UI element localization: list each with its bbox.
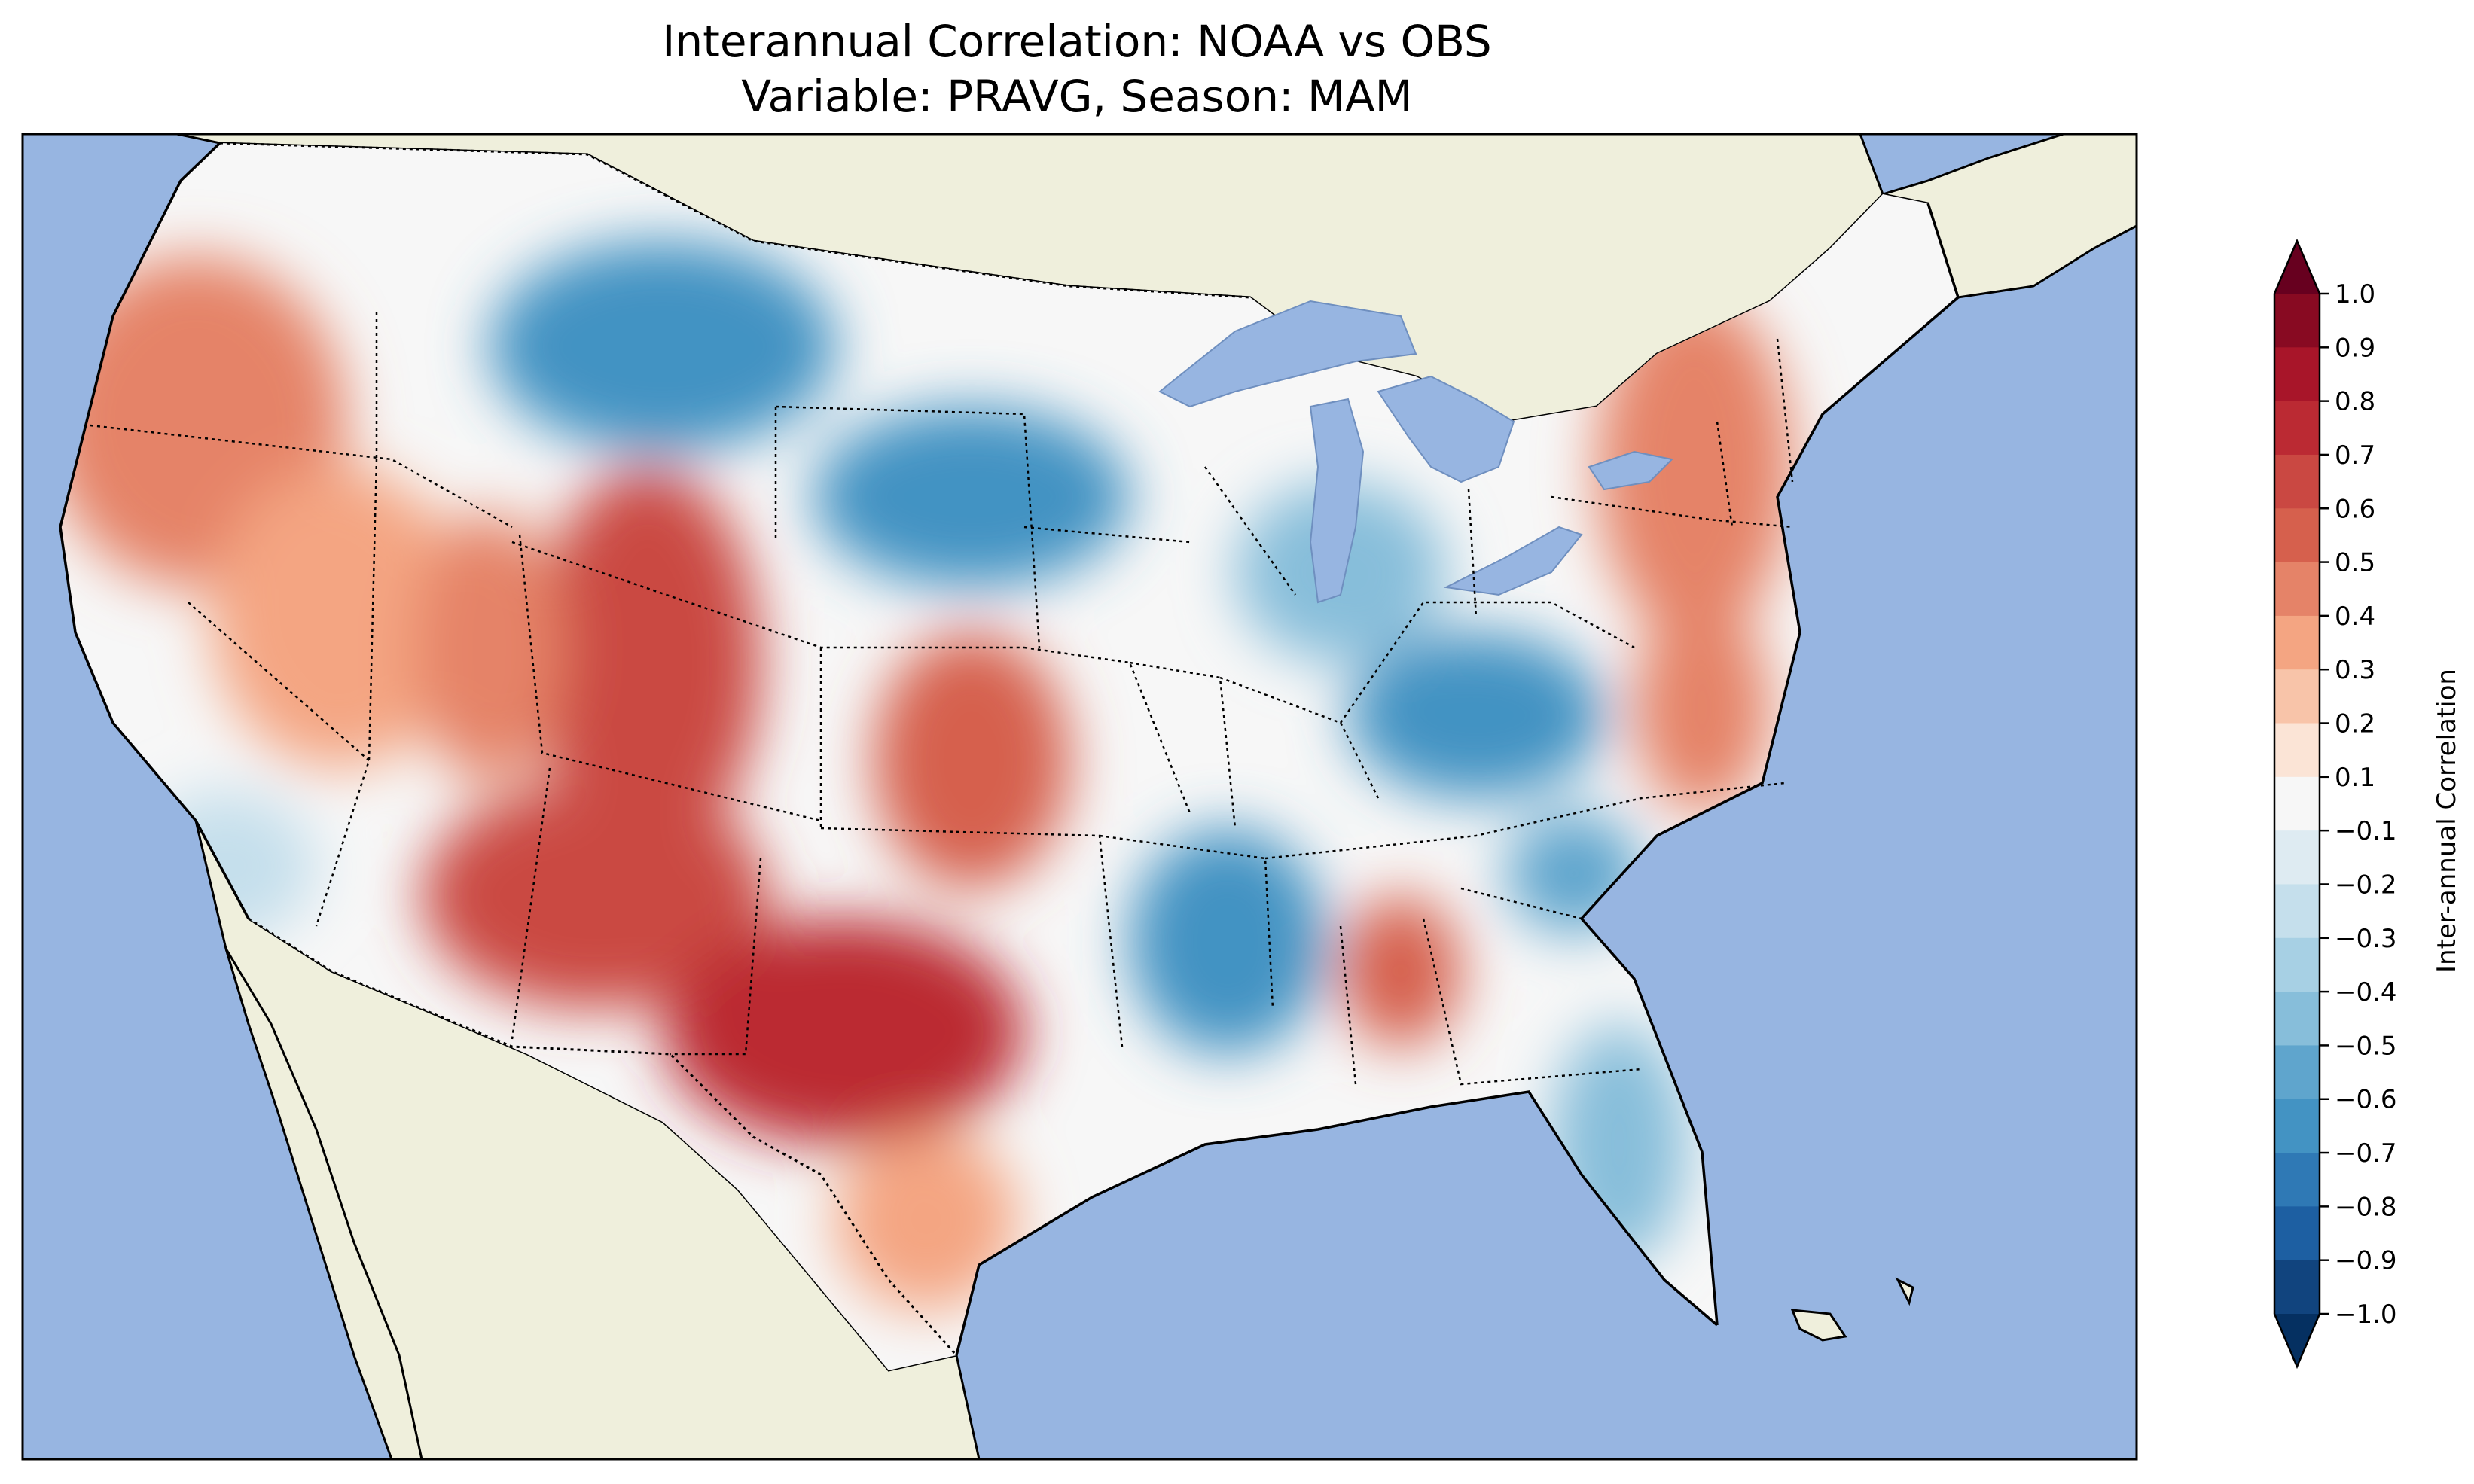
us-mexico-border — [248, 917, 958, 1357]
colorbar-tick-label: 0.6 — [2335, 494, 2375, 524]
map-area — [23, 134, 2137, 1459]
atlantic-coastline — [1579, 203, 1960, 1326]
colorbar-band — [2274, 347, 2320, 402]
region-ohio-valley-neg — [1348, 632, 1604, 798]
caribbean-islands — [1790, 1277, 1914, 1342]
great-lakes — [1158, 300, 1674, 604]
colorbar-tick-label: 0.2 — [2335, 709, 2375, 739]
region-utah — [414, 512, 565, 783]
cuba — [1790, 1309, 1847, 1342]
region-montana-neg — [490, 241, 836, 452]
colorbar-tick-label: 0.1 — [2335, 763, 2375, 793]
us-coastline — [59, 142, 250, 919]
colorbar-extend-max — [2274, 241, 2320, 294]
colorbar-tick-label: −0.2 — [2335, 870, 2397, 900]
colorbar-band — [2274, 1260, 2320, 1315]
colorbar-tick-label: −0.7 — [2335, 1138, 2397, 1169]
colorbar-tick-label: 0.8 — [2335, 387, 2375, 417]
region-alabama — [1341, 896, 1461, 1047]
state-borders — [90, 312, 1794, 1086]
colorbar-band — [2274, 562, 2320, 617]
colorbar-band — [2274, 1099, 2320, 1153]
lake-superior — [1158, 300, 1417, 408]
colorbar-band — [2274, 1045, 2320, 1100]
map-frame — [21, 133, 2138, 1461]
colorbar: 1.0 0.9 0.8 0.7 0.6 0.5 0.4 0.3 0.2 0.1 −0.1 −0.2 −0… — [2273, 238, 2397, 1370]
colorbar-band — [2274, 401, 2320, 456]
region-northeast — [1597, 294, 1792, 640]
canada-us-border — [219, 142, 1251, 299]
colorbar-tick-label: −0.9 — [2335, 1246, 2397, 1276]
region-kansas — [874, 632, 1069, 888]
colorbar-tick-label: −0.6 — [2335, 1085, 2397, 1115]
colorbar-extend-min — [2274, 1314, 2320, 1367]
colorbar-band — [2274, 776, 2320, 831]
colorbar-tick-label: −1.0 — [2335, 1300, 2397, 1330]
lake-ontario — [1588, 450, 1674, 491]
colorbar-tick-label: 0.9 — [2335, 333, 2375, 363]
region-mid-atlantic — [1634, 602, 1770, 813]
lake-huron — [1377, 375, 1515, 483]
correlation-field — [60, 241, 1792, 1310]
colorbar-tick-label: 0.3 — [2335, 655, 2375, 685]
region-texas — [663, 919, 1024, 1144]
colorbar-label: Inter-annual Correlation — [2432, 669, 2462, 973]
colorbar-tick-label: −0.4 — [2335, 977, 2397, 1007]
colorbar-tick-label: 1.0 — [2335, 279, 2375, 309]
region-great-basin — [211, 467, 467, 768]
colorbar-tick-label: 0.7 — [2335, 440, 2375, 471]
region-texas-south — [836, 1129, 1017, 1310]
colorbar-band — [2274, 508, 2320, 563]
colorbar-band — [2274, 1206, 2320, 1261]
colorbar-band — [2274, 669, 2320, 724]
gulf-coastline — [955, 1090, 1719, 1356]
colorbar-tick-label: 0.4 — [2335, 602, 2375, 632]
colorbar-tick-label: −0.3 — [2335, 924, 2397, 954]
lake-michigan — [1309, 398, 1365, 604]
colorbar-band — [2274, 454, 2320, 509]
region-lower-mississippi-neg — [1130, 828, 1325, 1054]
colorbar-tick-label: −0.1 — [2335, 816, 2397, 846]
lake-erie — [1443, 526, 1583, 596]
bahamas — [1895, 1277, 1914, 1306]
colorbar-band — [2274, 1153, 2320, 1207]
colorbar-band — [2274, 992, 2320, 1046]
colorbar-band — [2274, 937, 2320, 992]
colorbar-band — [2274, 723, 2320, 778]
chart-title-line1: Interannual Correlation: NOAA vs OBS — [662, 16, 1492, 67]
colorbar-tick-label: −0.8 — [2335, 1192, 2397, 1222]
colorbar-tick-label: −0.5 — [2335, 1031, 2397, 1061]
chart-title-line2: Variable: PRAVG, Season: MAM — [741, 71, 1412, 122]
region-wyoming-colorado — [535, 467, 761, 858]
colorbar-band — [2274, 884, 2320, 939]
colorbar-band — [2274, 294, 2320, 348]
region-dakotas-neg — [813, 407, 1130, 587]
region-arizona-newmexico — [422, 783, 768, 1009]
colorbar-band — [2274, 615, 2320, 670]
colorbar-tick-label: 0.5 — [2335, 548, 2375, 578]
baja-peninsula — [224, 948, 423, 1459]
colorbar-band — [2274, 830, 2320, 885]
